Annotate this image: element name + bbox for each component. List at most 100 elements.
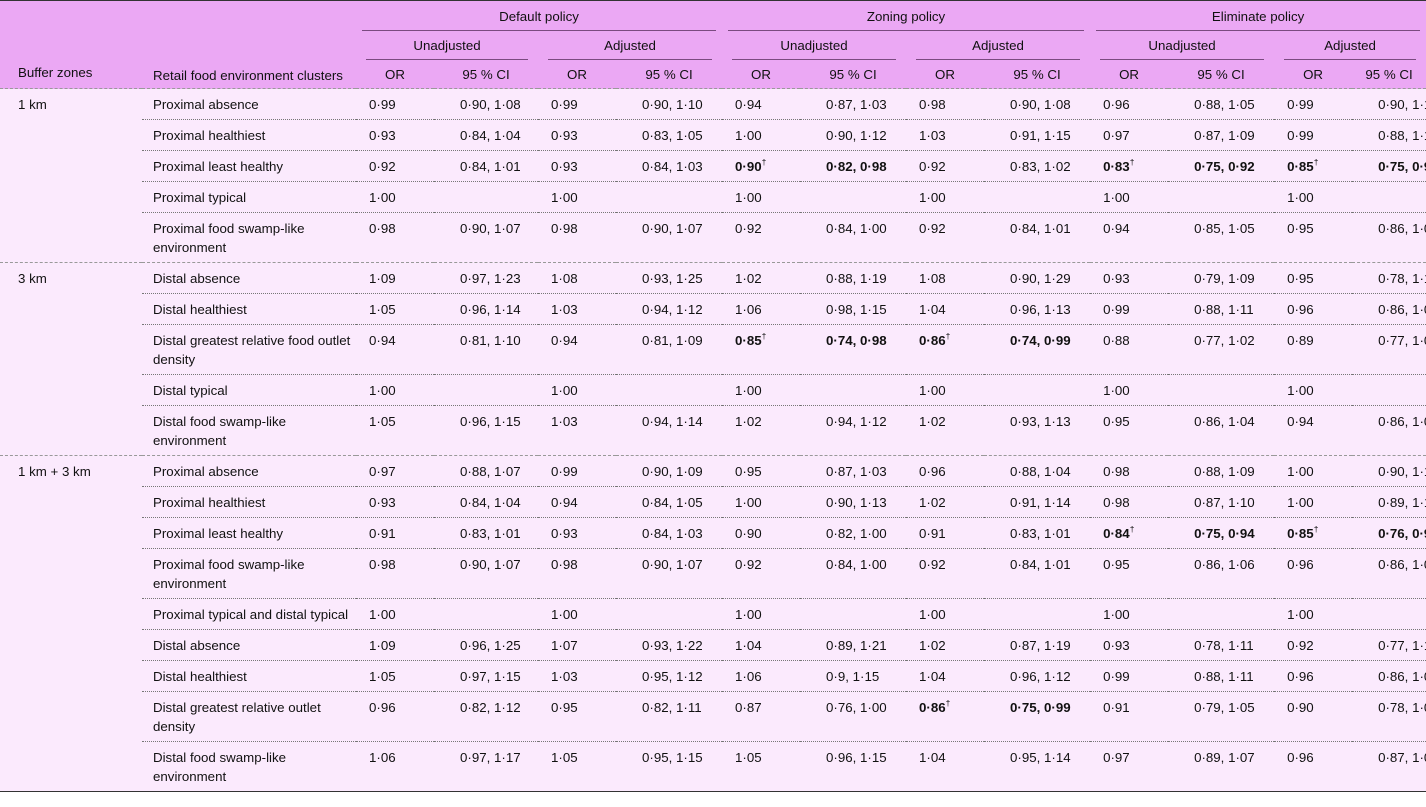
odds-ratio-cell: 1·05 — [722, 741, 801, 792]
odds-ratio-cell: 0·90† — [722, 150, 801, 182]
confidence-interval-cell: 0·74, 0·98 — [800, 324, 907, 375]
odds-ratio-cell: 1·00 — [722, 598, 801, 630]
odds-ratio-cell: 1·02 — [906, 629, 985, 661]
odds-ratio-value: 1·07 — [551, 638, 578, 653]
odds-ratio-cell: 1·09 — [356, 629, 434, 661]
confidence-interval-cell: 0·86, 1·06 — [1352, 212, 1426, 263]
table-header: Buffer zones Retail food environment clu… — [0, 0, 1426, 89]
confidence-interval-cell — [1352, 181, 1426, 213]
cluster-label: Distal greatest relative outlet density — [142, 691, 356, 742]
confidence-interval-cell: 0·77, 1·02 — [1352, 324, 1426, 375]
odds-ratio-value: 1·02 — [735, 414, 762, 429]
odds-ratio-cell: 0·90 — [1274, 691, 1353, 742]
table-row: 1 km Proximal absence 0·99 0·90, 1·08 0·99 0·… — [0, 88, 1426, 263]
cluster-label: Proximal least healthy — [142, 517, 356, 549]
odds-ratio-value: 0·87 — [735, 700, 762, 715]
confidence-interval-cell: 0·82, 1·11 — [616, 691, 723, 742]
confidence-interval-cell: 0·85, 1·05 — [1168, 212, 1275, 263]
odds-ratio-value: 0·93 — [369, 128, 396, 143]
header-or: OR — [722, 60, 801, 89]
table-row: Proximal healthiest 0·93 0·84, 1·04 0·93 0·8… — [0, 119, 1426, 151]
confidence-interval-cell — [616, 598, 723, 630]
odds-ratio-cell: 1·00 — [722, 119, 801, 151]
odds-ratio-value: 0·96 — [1287, 750, 1314, 765]
odds-ratio-cell: 1·00 — [722, 486, 801, 518]
odds-ratio-value: 1·00 — [735, 495, 762, 510]
odds-ratio-cell: 1·05 — [356, 405, 434, 456]
confidence-interval-cell — [1352, 598, 1426, 630]
odds-ratio-value: 0·95 — [551, 700, 578, 715]
odds-ratio-cell: 1·00 — [538, 598, 616, 630]
odds-ratio-cell: 0·92 — [906, 548, 985, 599]
table-row: Proximal least healthy 0·92 0·84, 1·01 0·93… — [0, 150, 1426, 182]
confidence-interval-cell: 0·75, 0·92 — [1168, 150, 1275, 182]
confidence-interval-cell: 0·93, 1·25 — [616, 262, 723, 294]
odds-ratio-value: 0·98 — [369, 221, 396, 236]
odds-ratio-value: 0·95 — [1287, 221, 1314, 236]
confidence-interval-cell: 0·84, 1·00 — [800, 548, 907, 599]
odds-ratio-value: 0·97 — [1103, 128, 1130, 143]
odds-ratio-value: 1·06 — [735, 669, 762, 684]
header-zoning-adjusted: Adjusted — [906, 31, 1091, 60]
odds-ratio-cell: 1·06 — [356, 741, 434, 792]
confidence-interval-cell: 0·75, 0·94 — [1168, 517, 1275, 549]
header-or: OR — [538, 60, 616, 89]
odds-ratio-cell: 0·89 — [1274, 324, 1353, 375]
odds-ratio-value: 0·91 — [369, 526, 396, 541]
odds-ratio-cell: 0·94 — [1274, 405, 1353, 456]
odds-ratio-value: 0·96 — [1287, 557, 1314, 572]
odds-ratio-value: 1·04 — [919, 669, 946, 684]
confidence-interval-cell: 0·84, 1·05 — [616, 486, 723, 518]
odds-ratio-cell: 1·00 — [356, 181, 434, 213]
odds-ratio-value: 0·85 — [1287, 159, 1314, 174]
odds-ratio-cell: 1·06 — [722, 293, 801, 325]
odds-ratio-value: 0·96 — [369, 700, 396, 715]
confidence-interval-cell — [984, 374, 1091, 406]
odds-ratio-cell: 0·88 — [1090, 324, 1169, 375]
odds-ratio-cell: 1·04 — [906, 741, 985, 792]
odds-ratio-value: 0·86 — [919, 333, 946, 348]
odds-ratio-cell: 0·92 — [356, 150, 434, 182]
table-row: Distal greatest relative outlet density 0… — [0, 691, 1426, 742]
odds-ratio-value: 0·95 — [1103, 557, 1130, 572]
confidence-interval-cell: 0·95, 1·12 — [616, 660, 723, 692]
confidence-interval-cell: 0·90, 1·11 — [1352, 455, 1426, 487]
odds-ratio-value: 0·95 — [735, 464, 762, 479]
confidence-interval-cell: 0·79, 1·09 — [1168, 262, 1275, 294]
odds-ratio-value: 0·95 — [1287, 271, 1314, 286]
header-policy-zoning: Zoning policy — [722, 0, 1091, 31]
confidence-interval-cell: 0·97, 1·15 — [434, 660, 538, 692]
confidence-interval-cell: 0·84, 1·01 — [984, 212, 1091, 263]
odds-ratio-cell: 1·02 — [906, 486, 985, 518]
confidence-interval-cell: 0·97, 1·23 — [434, 262, 538, 294]
odds-ratio-value: 1·00 — [919, 190, 946, 205]
odds-ratio-cell: 0·99 — [538, 455, 616, 487]
cluster-label: Proximal absence — [142, 455, 356, 487]
confidence-interval-cell: 0·84, 1·03 — [616, 150, 723, 182]
odds-ratio-cell: 0·93 — [356, 486, 434, 518]
odds-ratio-cell: 1·00 — [722, 181, 801, 213]
odds-ratio-value: 0·93 — [369, 495, 396, 510]
odds-ratio-cell: 0·91 — [356, 517, 434, 549]
confidence-interval-cell: 0·81, 1·09 — [616, 324, 723, 375]
significance-mark: † — [1129, 524, 1135, 534]
header-default-unadjusted: Unadjusted — [356, 31, 538, 60]
odds-ratio-cell: 0·95 — [1274, 262, 1353, 294]
confidence-interval-cell: 0·88, 1·05 — [1168, 88, 1275, 120]
odds-ratio-cell: 0·94 — [1090, 212, 1169, 263]
significance-mark: † — [1313, 157, 1319, 167]
significance-mark: † — [945, 698, 951, 708]
confidence-interval-cell: 0·78, 1·15 — [1352, 262, 1426, 294]
confidence-interval-cell: 0·87, 1·10 — [1168, 486, 1275, 518]
odds-ratio-value: 1·00 — [1287, 464, 1314, 479]
table-row: 1 km + 3 km Proximal absence 0·97 0·88, 1·0… — [0, 455, 1426, 792]
odds-ratio-cell: 0·93 — [538, 150, 616, 182]
odds-ratio-value: 0·97 — [369, 464, 396, 479]
odds-ratio-cell: 0·98 — [356, 548, 434, 599]
odds-ratio-cell: 1·03 — [538, 293, 616, 325]
confidence-interval-cell: 0·88, 1·19 — [800, 262, 907, 294]
odds-ratio-cell: 0·94 — [538, 486, 616, 518]
odds-ratio-value: 0·92 — [919, 557, 946, 572]
odds-ratio-cell: 0·96 — [1274, 660, 1353, 692]
confidence-interval-cell: 0·93, 1·13 — [984, 405, 1091, 456]
